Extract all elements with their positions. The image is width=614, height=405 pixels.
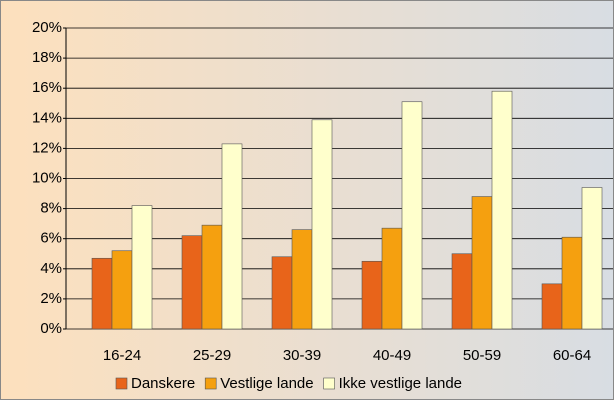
bar xyxy=(561,236,583,330)
bar xyxy=(381,227,403,330)
y-tick-label: 16% xyxy=(32,79,62,96)
y-tick-label: 0% xyxy=(40,320,62,337)
bar xyxy=(201,224,223,330)
bar xyxy=(451,253,473,330)
bar xyxy=(181,235,203,330)
legend-label: Danskere xyxy=(131,375,195,392)
y-tick-label: 20% xyxy=(32,19,62,36)
bar xyxy=(221,143,243,330)
bar xyxy=(111,250,133,330)
y-tick-label: 14% xyxy=(32,109,62,126)
bar xyxy=(91,257,113,330)
y-tick-label: 4% xyxy=(40,260,62,277)
x-tick-label: 25-29 xyxy=(193,347,231,364)
legend-swatch xyxy=(323,377,335,390)
legend-label: Vestlige lande xyxy=(220,375,313,392)
bar xyxy=(131,205,153,330)
y-tick-label: 12% xyxy=(32,139,62,156)
y-tick-label: 6% xyxy=(40,230,62,247)
y-tick-label: 18% xyxy=(32,49,62,66)
bar xyxy=(581,187,603,330)
y-tick-label: 10% xyxy=(32,169,62,186)
x-tick-label: 60-64 xyxy=(553,347,591,364)
y-tick-label: 2% xyxy=(40,290,62,307)
bar xyxy=(471,196,493,330)
bar xyxy=(491,90,513,330)
bar xyxy=(291,229,313,330)
bar xyxy=(271,256,293,330)
x-tick-label: 50-59 xyxy=(463,347,501,364)
legend-label: Ikke vestlige lande xyxy=(339,375,462,392)
x-tick-label: 40-49 xyxy=(373,347,411,364)
bar xyxy=(361,260,383,330)
bar xyxy=(401,101,423,330)
x-tick-label: 16-24 xyxy=(103,347,141,364)
legend-swatch xyxy=(204,377,217,390)
bar xyxy=(541,283,563,330)
bar xyxy=(311,119,333,330)
x-tick-label: 30-39 xyxy=(283,347,321,364)
legend-swatch xyxy=(115,377,128,390)
y-tick-label: 8% xyxy=(40,200,62,217)
